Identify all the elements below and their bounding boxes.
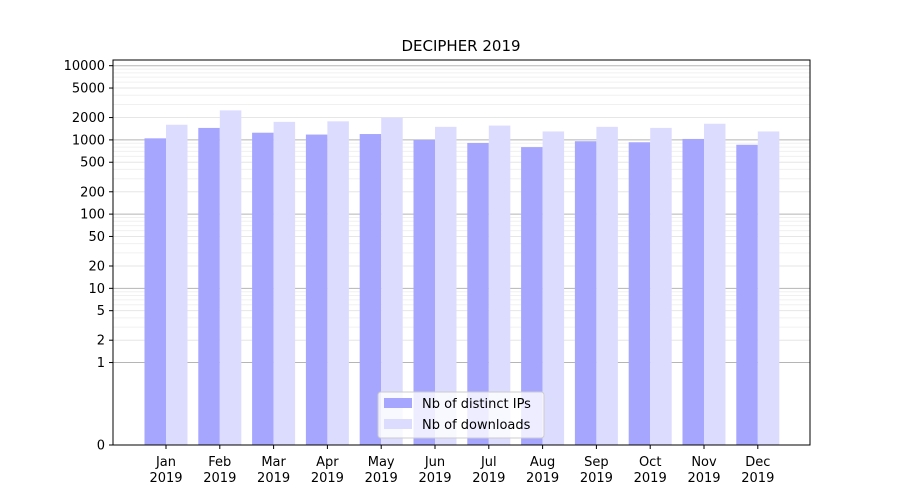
legend-swatch [384,398,412,408]
bar-downloads [273,121,296,445]
x-axis: Jan 2019 Feb 2019 Mar 2019 Apr 2019 May 2019 Jun 20… [149,445,774,486]
bar-downloads [435,126,457,446]
y-tick-label: 10000 [64,59,105,74]
y-tick-label: 0 [97,439,105,454]
bar-distinct-ips [467,142,489,445]
bar-downloads [757,131,780,446]
legend-label: Nb of downloads [422,418,531,433]
x-tick-label: Oct 2019 [634,455,667,486]
legend-swatch [384,419,412,429]
y-tick-label: 200 [80,185,105,200]
y-tick-label: 50 [88,230,105,245]
legend-label: Nb of distinct IPs [422,397,531,412]
x-tick-label: Nov 2019 [687,455,720,486]
bar-downloads [166,124,188,445]
x-tick-label: Feb 2019 [203,455,236,486]
bar-downloads [327,121,349,446]
bar-downloads [704,123,726,445]
y-tick-label: 20 [88,259,105,274]
x-tick-label: Dec 2019 [741,455,774,486]
y-tick-label: 2000 [72,111,105,126]
bar-distinct-ips [736,144,758,445]
legend: Nb of distinct IPs Nb of downloads [377,391,545,439]
x-tick-label: Apr 2019 [311,455,344,486]
x-tick-label: Jun 2019 [418,455,451,486]
bar-downloads [488,125,511,445]
plot-frame [112,59,811,446]
bar-distinct-ips [198,127,220,445]
y-axis: 0 1 2 5 10 20 50 100 200 500 1000 2000 5000 10000 [64,59,113,454]
bar-distinct-ips [521,147,543,445]
y-tick-label: 100 [80,208,105,223]
bar-distinct-ips [144,138,166,446]
x-tick-label: May 2019 [365,455,398,486]
bar-distinct-ips [305,134,328,445]
bar-distinct-ips [413,139,435,446]
y-tick-label: 1 [97,356,105,371]
bar-downloads [219,110,242,445]
y-tick-label: 500 [80,156,105,171]
x-tick-label: Sep 2019 [580,455,613,486]
y-tick-label: 2 [97,334,105,349]
bar-distinct-ips [682,138,704,445]
x-tick-label: Aug 2019 [526,455,559,486]
x-tick-label: Jan 2019 [149,455,182,486]
bar-downloads [650,127,672,445]
bar-distinct-ips [628,142,651,445]
y-tick-label: 5000 [72,82,105,97]
bar-downloads [381,117,403,445]
x-tick-label: Mar 2019 [257,455,290,486]
bar-downloads [542,131,565,446]
x-tick-label: Jul 2019 [472,455,505,486]
bars [144,110,780,446]
bar-distinct-ips [574,141,597,445]
y-tick-label: 1000 [72,133,105,148]
bar-distinct-ips [252,132,274,445]
bar-distinct-ips [359,134,382,445]
y-tick-label: 10 [88,282,105,297]
legend-box [377,391,545,439]
bar-downloads [596,126,618,446]
chart-title: DECIPHER 2019 [401,37,520,55]
y-tick-label: 5 [97,304,105,319]
